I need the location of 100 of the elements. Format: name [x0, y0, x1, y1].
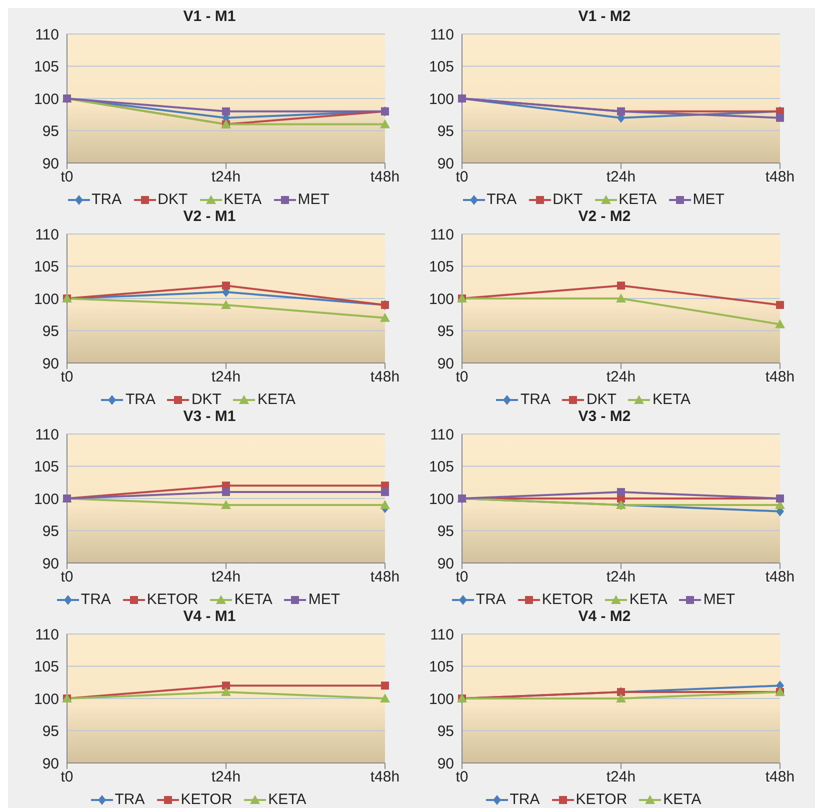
x-tick-label: t24h: [211, 368, 241, 386]
y-tick-label: 90: [437, 755, 454, 772]
legend-label: DKT: [191, 391, 222, 408]
point: [380, 500, 390, 509]
y-tick-label: 90: [42, 155, 59, 172]
legend-label: KETA: [224, 191, 262, 208]
legend-label: MET: [298, 191, 330, 208]
point: [221, 300, 231, 309]
chart-title: V4 - M1: [182, 608, 237, 627]
x-tick-label: t24h: [606, 168, 636, 186]
y-tick-label: 100: [34, 290, 59, 308]
point: [380, 694, 390, 702]
x-tick-label: t24h: [211, 568, 241, 586]
legend-label: TRA: [92, 191, 122, 208]
x-tick-label: t24h: [606, 568, 636, 586]
y-tick-label: 110: [35, 626, 59, 644]
y-tick-label: 100: [428, 690, 454, 708]
y-tick-label: 105: [34, 258, 59, 276]
y-tick-label: 110: [35, 426, 59, 444]
y-tick-label: 90: [42, 555, 59, 572]
chart-title: V3 - M2: [577, 408, 632, 427]
legend-label: KETA: [618, 191, 657, 208]
legend-label: KETA: [268, 791, 306, 808]
y-tick-label: 95: [42, 723, 59, 740]
y-tick-label: 105: [428, 58, 454, 76]
point: [222, 488, 230, 496]
x-tick-label: t48h: [370, 768, 400, 786]
point: [617, 282, 625, 290]
x-tick-label: t24h: [211, 168, 241, 186]
x-tick-label: t48h: [765, 568, 795, 586]
point: [617, 488, 625, 496]
point: [222, 682, 230, 690]
x-tick-label: t0: [60, 768, 74, 786]
point: [380, 119, 390, 128]
legend-label: KETA: [629, 591, 668, 608]
x-tick-label: t48h: [370, 168, 400, 186]
y-tick-label: 105: [428, 458, 454, 476]
y-tick-label: 90: [437, 555, 454, 572]
y-tick-label: 110: [430, 626, 454, 644]
point: [381, 682, 389, 690]
point: [776, 300, 784, 309]
legend-label: KETOR: [146, 591, 198, 608]
chart-title: V1 - M1: [182, 8, 237, 27]
x-tick-label: t0: [456, 168, 468, 186]
x-tick-label: t0: [456, 768, 468, 786]
point: [221, 500, 231, 509]
y-tick-label: 95: [42, 523, 59, 540]
y-tick-label: 110: [430, 26, 454, 44]
x-tick-label: t24h: [211, 768, 241, 786]
point: [222, 282, 230, 290]
y-tick-label: 90: [437, 155, 454, 172]
legend-label: DKT: [552, 191, 583, 208]
point: [221, 687, 231, 696]
x-tick-label: t0: [60, 368, 74, 386]
y-tick-label: 110: [35, 226, 59, 244]
y-tick-label: 105: [34, 458, 59, 476]
legend-label: TRA: [125, 391, 156, 408]
y-tick-label: 100: [428, 90, 454, 108]
x-tick-label: t48h: [370, 368, 400, 386]
chart-title: V2 - M2: [577, 208, 632, 227]
y-tick-label: 105: [428, 258, 454, 276]
y-tick-label: 90: [42, 355, 59, 372]
x-tick-label: t0: [60, 568, 74, 586]
y-tick-label: 110: [430, 226, 454, 244]
legend-label: DKT: [586, 391, 616, 408]
y-tick-label: 100: [34, 90, 59, 108]
point: [381, 488, 389, 496]
chart-title: V4 - M2: [577, 608, 632, 627]
y-tick-label: 100: [34, 690, 59, 708]
legend-label: TRA: [476, 591, 506, 608]
x-tick-label: t48h: [370, 568, 400, 586]
y-tick-label: 100: [428, 490, 454, 508]
point: [616, 694, 626, 702]
y-tick-label: 100: [428, 290, 454, 308]
legend-label: TRA: [510, 791, 540, 808]
chart-title: V2 - M1: [182, 208, 237, 227]
x-tick-label: t24h: [606, 368, 636, 386]
point: [222, 107, 230, 116]
y-tick-label: 95: [437, 123, 454, 140]
legend-label: KETOR: [576, 791, 628, 808]
legend-label: TRA: [520, 391, 550, 408]
point: [616, 294, 626, 302]
legend-label: KETOR: [180, 791, 232, 808]
chart-title: V1 - M2: [577, 8, 632, 27]
x-tick-label: t0: [456, 568, 468, 586]
y-tick-label: 100: [34, 490, 59, 508]
legend-label: TRA: [486, 191, 517, 208]
point: [380, 312, 390, 322]
legend-label: DKT: [158, 191, 188, 208]
legend-label: KETA: [663, 791, 702, 808]
legend-label: KETA: [652, 391, 691, 408]
x-tick-label: t0: [456, 368, 468, 386]
y-tick-label: 110: [430, 426, 454, 444]
y-tick-label: 105: [428, 658, 454, 676]
y-tick-label: 105: [34, 58, 59, 76]
y-tick-label: 110: [35, 26, 59, 44]
legend-label: KETA: [234, 591, 272, 608]
point: [776, 114, 784, 122]
y-tick-label: 105: [34, 658, 59, 676]
x-tick-label: t0: [60, 168, 74, 186]
